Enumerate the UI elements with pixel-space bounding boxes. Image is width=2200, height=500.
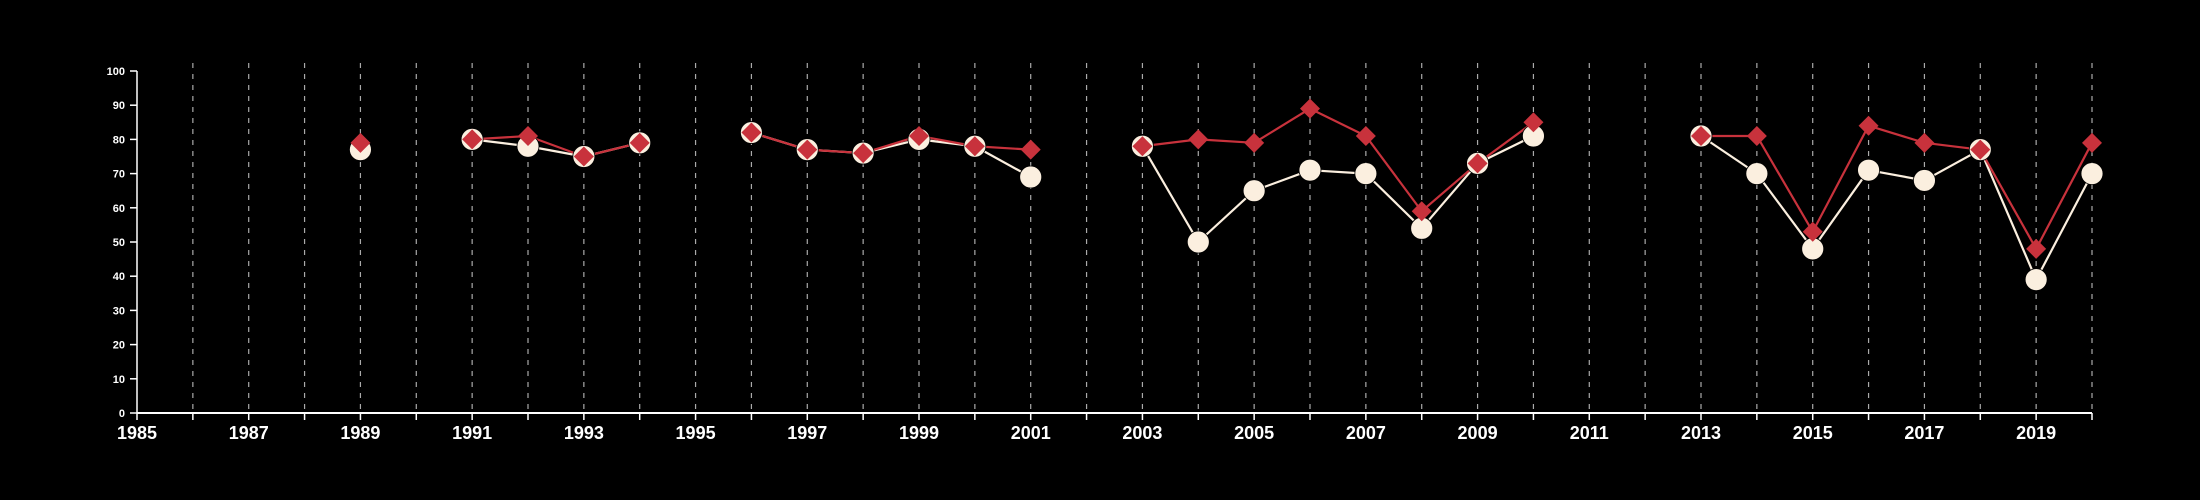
x-tick-label: 2013 bbox=[1681, 423, 1721, 443]
axes: 0 10 20 30 40 50 60 70 80 90 100 1985 1987 1989 1991 19… bbox=[107, 66, 2093, 443]
x-tick-label: 2007 bbox=[1346, 423, 1386, 443]
series-1-point bbox=[2080, 162, 2104, 186]
series-2-point bbox=[1188, 129, 1209, 150]
series-1-point bbox=[1745, 162, 1769, 186]
x-tick-label: 1991 bbox=[452, 423, 492, 443]
x-tick-label: 1997 bbox=[787, 423, 827, 443]
series-2-point bbox=[964, 136, 985, 157]
series-1-point bbox=[1186, 230, 1210, 254]
series-2-line bbox=[1701, 124, 2093, 250]
y-tick-label: 0 bbox=[119, 408, 125, 420]
series-1-point bbox=[1242, 179, 1266, 203]
series-2-point bbox=[909, 125, 929, 146]
series-1-point bbox=[1298, 158, 1322, 182]
series-2-point bbox=[1411, 201, 1432, 222]
series-2-point bbox=[2026, 238, 2047, 259]
series-2-point bbox=[853, 143, 874, 164]
series-1-point bbox=[2024, 268, 2048, 292]
series-markers bbox=[349, 98, 2104, 292]
series-2-point bbox=[1355, 125, 1376, 146]
y-tick-label: 60 bbox=[113, 203, 125, 215]
y-tick-label: 90 bbox=[113, 100, 125, 112]
y-tick-label: 70 bbox=[113, 169, 125, 181]
series-2-point bbox=[797, 139, 818, 160]
y-tick-label: 50 bbox=[113, 237, 125, 249]
series-2-point bbox=[1970, 139, 1991, 160]
series-2-point bbox=[1132, 136, 1153, 157]
series-2-point bbox=[350, 132, 371, 153]
y-tick-label: 80 bbox=[113, 134, 125, 146]
x-tick-label: 2009 bbox=[1458, 423, 1498, 443]
y-tick-label: 10 bbox=[113, 374, 125, 386]
series-2-point bbox=[2082, 132, 2102, 153]
series-2-point bbox=[629, 132, 650, 153]
series-1-point bbox=[1019, 165, 1043, 189]
x-tick-label: 2001 bbox=[1011, 423, 1051, 443]
series-2-point bbox=[1020, 139, 1041, 160]
series-2-point bbox=[741, 122, 762, 143]
x-tick-label: 2017 bbox=[1904, 423, 1944, 443]
series-2-line bbox=[472, 134, 640, 158]
y-tick-label: 20 bbox=[113, 340, 125, 352]
series-2-point bbox=[462, 129, 483, 150]
x-tick-label: 1995 bbox=[676, 423, 716, 443]
x-tick-label: 2003 bbox=[1122, 423, 1162, 443]
x-tick-label: 1999 bbox=[899, 423, 939, 443]
series-2-point bbox=[1858, 115, 1879, 136]
x-tick-label: 2015 bbox=[1793, 423, 1833, 443]
y-tick-label: 40 bbox=[113, 271, 125, 283]
series-2-point bbox=[1244, 132, 1265, 153]
series-2-point bbox=[518, 125, 538, 146]
x-tick-label: 2005 bbox=[1234, 423, 1274, 443]
series-lines bbox=[472, 107, 2093, 281]
x-tick-label: 1993 bbox=[564, 423, 604, 443]
series-2-point bbox=[1523, 112, 1544, 133]
series-2-line bbox=[751, 131, 1031, 155]
x-tick-label: 2019 bbox=[2016, 423, 2056, 443]
vertical-grid bbox=[192, 63, 2093, 413]
x-tick-label: 1987 bbox=[229, 423, 269, 443]
series-1-point bbox=[1354, 162, 1378, 186]
series-2-point bbox=[1467, 153, 1488, 174]
y-tick-label: 100 bbox=[107, 66, 125, 78]
x-tick-label: 1985 bbox=[117, 423, 157, 443]
series-2-point bbox=[1802, 221, 1823, 242]
series-2-point bbox=[1746, 125, 1767, 146]
series-2-point bbox=[1691, 125, 1711, 146]
x-tick-label: 2011 bbox=[1570, 423, 1609, 443]
y-tick-label: 30 bbox=[113, 305, 125, 317]
series-1-point bbox=[1857, 158, 1880, 182]
series-1-line bbox=[1141, 134, 1534, 244]
series-2-point bbox=[1914, 132, 1935, 153]
series-1-line bbox=[1700, 135, 2093, 281]
series-1-point bbox=[1913, 169, 1936, 192]
series-1-line bbox=[751, 131, 1032, 178]
series-2-point bbox=[1300, 98, 1320, 119]
x-tick-label: 1989 bbox=[340, 423, 380, 443]
series-2-point bbox=[573, 146, 594, 167]
